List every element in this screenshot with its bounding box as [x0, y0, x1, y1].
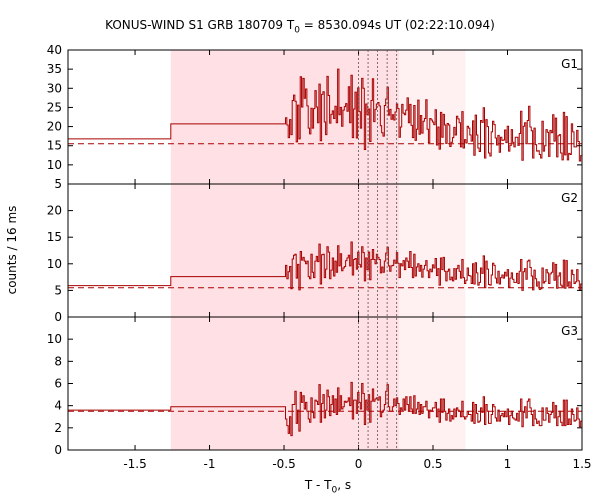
g2-ytick-label-4: 20: [47, 204, 62, 218]
g1-ytick-label-4: 25: [47, 100, 62, 114]
g2-light-curve: [68, 241, 582, 291]
x-tick-label-5: 1: [504, 457, 512, 471]
g1-ytick-label-1: 10: [47, 158, 62, 172]
g2-ytick-label-0: 0: [54, 310, 62, 324]
g1-ytick-label-2: 15: [47, 139, 62, 153]
g3-light-curve: [68, 381, 582, 437]
g1-ytick-label-3: 20: [47, 120, 62, 134]
g1-ytick-label-5: 30: [47, 81, 62, 95]
g2-ytick-label-2: 10: [47, 257, 62, 271]
g2-panel-label: G2: [561, 191, 578, 205]
chart-title: KONUS-WIND S1 GRB 180709 T0 = 8530.094s …: [105, 18, 495, 36]
g2-ytick-label-3: 15: [47, 230, 62, 244]
x-tick-label-2: -0.5: [272, 457, 295, 471]
g3-frame: [67, 316, 583, 451]
x-tick-label-3: 0: [355, 457, 363, 471]
title-suffix: = 8530.094s UT (02:22:10.094): [299, 18, 495, 32]
g3-ytick-label-1: 2: [54, 421, 62, 435]
shaded-region-2: [399, 50, 466, 450]
g3-ytick-label-0: 0: [54, 443, 62, 457]
g1-ytick-label-0: 5: [54, 177, 62, 191]
x-tick-label-4: 0.5: [423, 457, 442, 471]
g1-panel-label: G1: [561, 57, 578, 71]
xlabel-suffix: , s: [337, 478, 352, 492]
g3-ytick-label-3: 6: [54, 377, 62, 391]
g3-ytick-label-2: 4: [54, 399, 62, 413]
g1-ytick-label-7: 40: [47, 43, 62, 57]
g3-panel-label: G3: [561, 324, 578, 338]
x-tick-label-1: -1: [204, 457, 216, 471]
xlabel-sub: 0: [331, 485, 338, 496]
g1-ytick-label-6: 35: [47, 62, 62, 76]
x-axis-label: T - T0, s: [304, 478, 352, 496]
y-axis-label: counts / 16 ms: [5, 205, 19, 295]
g2-ytick-label-1: 5: [54, 283, 62, 297]
title-t0-label: T: [286, 18, 295, 32]
g3-ytick-label-4: 8: [54, 354, 62, 368]
title-t0-sub: 0: [294, 25, 300, 36]
x-tick-label-6: 1.5: [572, 457, 591, 471]
g1-light-curve: [68, 68, 582, 162]
x-tick-label-0: -1.5: [123, 457, 146, 471]
g3-ytick-label-5: 10: [47, 332, 62, 346]
